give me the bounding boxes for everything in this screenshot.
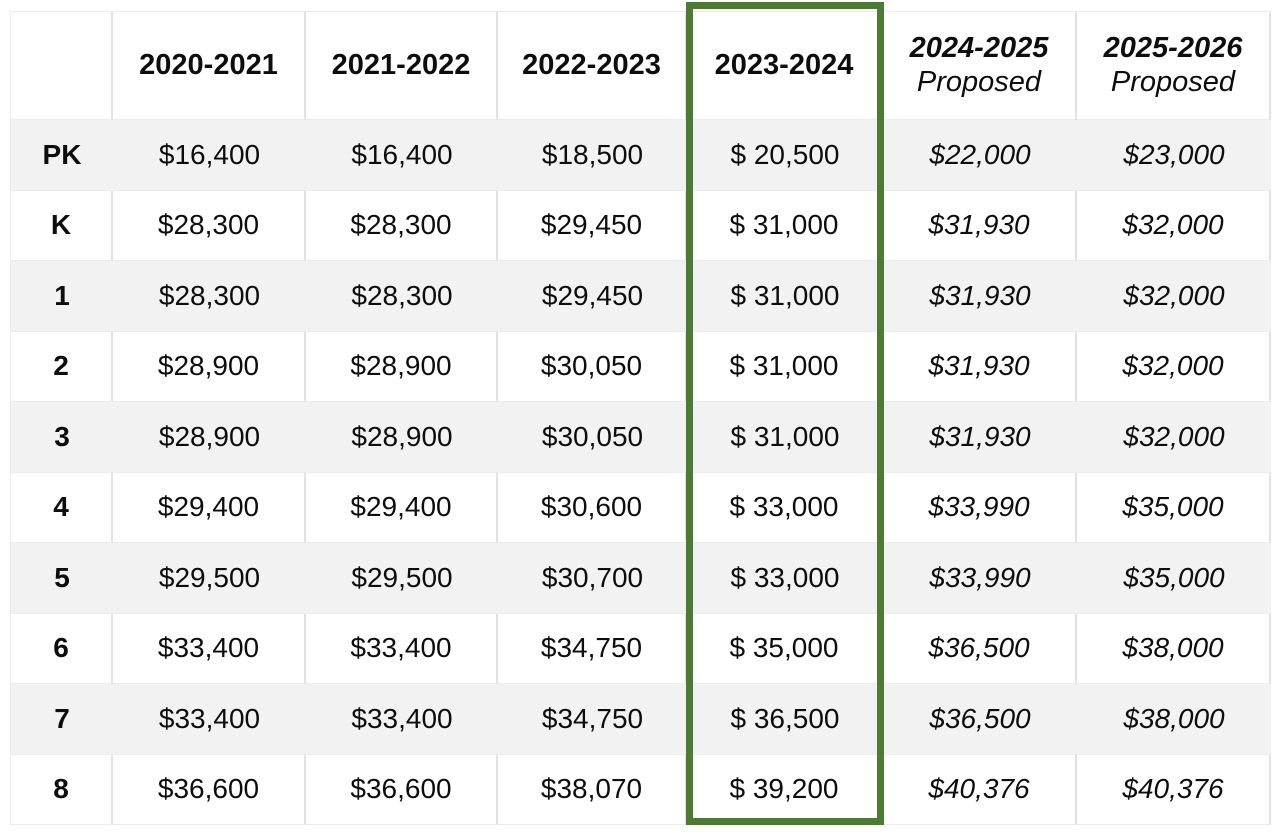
column-header-2025-2026: 2025-2026 Proposed (1077, 12, 1271, 120)
table-body: PK $16,400 $16,400 $18,500 $ 20,500 $22,000 $2… (11, 120, 1271, 825)
table-row: 6 $33,400 $33,400 $34,750 $ 35,000 $36,500 $38… (11, 613, 1271, 684)
column-header-2021-2022: 2021-2022 (306, 12, 498, 120)
tuition-cell: $28,300 (306, 261, 498, 332)
table-row: PK $16,400 $16,400 $18,500 $ 20,500 $22,000 $2… (11, 120, 1271, 191)
tuition-cell: $28,300 (306, 190, 498, 261)
row-header-grade: K (11, 190, 113, 261)
tuition-cell: $29,450 (498, 261, 687, 332)
table-row: K $28,300 $28,300 $29,450 $ 31,000 $31,930 $32… (11, 190, 1271, 261)
tuition-cell: $ 36,500 (687, 684, 883, 755)
tuition-cell: $ 31,000 (687, 261, 883, 332)
tuition-cell: $30,600 (498, 472, 687, 543)
row-header-grade: 2 (11, 331, 113, 402)
corner-cell (11, 12, 113, 120)
tuition-table: 2020-2021 2021-2022 2022-2023 2023-2024 2024… (10, 11, 1271, 825)
column-header-label: 2022-2023 (522, 48, 661, 81)
tuition-cell: $29,450 (498, 190, 687, 261)
tuition-cell: $36,600 (113, 754, 306, 825)
tuition-cell: $36,500 (883, 613, 1077, 684)
column-header-2022-2023: 2022-2023 (498, 12, 687, 120)
tuition-cell: $30,050 (498, 402, 687, 473)
tuition-cell: $31,930 (883, 261, 1077, 332)
column-header-2024-2025: 2024-2025 Proposed (883, 12, 1077, 120)
table-row: 8 $36,600 $36,600 $38,070 $ 39,200 $40,376 $40… (11, 754, 1271, 825)
tuition-cell: $ 31,000 (687, 331, 883, 402)
column-header-label: 2024-2025 (909, 32, 1049, 65)
table-row: 1 $28,300 $28,300 $29,450 $ 31,000 $31,930 $32… (11, 261, 1271, 332)
tuition-cell: $40,376 (1077, 754, 1271, 825)
tuition-cell: $36,500 (883, 684, 1077, 755)
tuition-cell: $33,400 (113, 684, 306, 755)
tuition-cell: $36,600 (306, 754, 498, 825)
tuition-cell: $33,400 (306, 684, 498, 755)
tuition-cell: $ 20,500 (687, 120, 883, 191)
tuition-cell: $ 31,000 (687, 190, 883, 261)
tuition-cell: $ 31,000 (687, 402, 883, 473)
tuition-cell: $29,400 (306, 472, 498, 543)
tuition-cell: $38,070 (498, 754, 687, 825)
tuition-cell: $22,000 (883, 120, 1077, 191)
tuition-cell: $33,990 (883, 472, 1077, 543)
row-header-grade: 8 (11, 754, 113, 825)
tuition-cell: $34,750 (498, 684, 687, 755)
tuition-cell: $29,500 (306, 543, 498, 614)
column-header-2023-2024: 2023-2024 (687, 12, 883, 120)
tuition-cell: $ 35,000 (687, 613, 883, 684)
tuition-cell: $32,000 (1077, 402, 1271, 473)
table-row: 2 $28,900 $28,900 $30,050 $ 31,000 $31,930 $32… (11, 331, 1271, 402)
row-header-grade: 3 (11, 402, 113, 473)
tuition-cell: $34,750 (498, 613, 687, 684)
tuition-cell: $28,300 (113, 261, 306, 332)
tuition-cell: $40,376 (883, 754, 1077, 825)
tuition-cell: $28,900 (113, 331, 306, 402)
tuition-cell: $28,300 (113, 190, 306, 261)
tuition-cell: $38,000 (1077, 613, 1271, 684)
tuition-cell: $29,400 (113, 472, 306, 543)
tuition-cell: $16,400 (306, 120, 498, 191)
column-header-label: 2020-2021 (139, 48, 278, 81)
tuition-cell: $28,900 (306, 402, 498, 473)
tuition-cell: $35,000 (1077, 472, 1271, 543)
tuition-cell: $31,930 (883, 190, 1077, 261)
row-header-grade: PK (11, 120, 113, 191)
tuition-cell: $23,000 (1077, 120, 1271, 191)
table-row: 4 $29,400 $29,400 $30,600 $ 33,000 $33,990 $35… (11, 472, 1271, 543)
column-header-2020-2021: 2020-2021 (113, 12, 306, 120)
tuition-cell: $32,000 (1077, 331, 1271, 402)
row-header-grade: 4 (11, 472, 113, 543)
tuition-cell: $30,050 (498, 331, 687, 402)
column-header-sublabel: Proposed (1110, 65, 1236, 98)
tuition-cell: $31,930 (883, 331, 1077, 402)
tuition-cell: $18,500 (498, 120, 687, 191)
tuition-cell: $29,500 (113, 543, 306, 614)
tuition-cell: $33,990 (883, 543, 1077, 614)
tuition-cell: $33,400 (113, 613, 306, 684)
tuition-cell: $38,000 (1077, 684, 1271, 755)
table-row: 7 $33,400 $33,400 $34,750 $ 36,500 $36,500 $38… (11, 684, 1271, 755)
tuition-cell: $30,700 (498, 543, 687, 614)
tuition-cell: $16,400 (113, 120, 306, 191)
column-header-sublabel: Proposed (916, 65, 1042, 98)
tuition-cell: $28,900 (306, 331, 498, 402)
tuition-cell: $ 33,000 (687, 543, 883, 614)
table-row: 3 $28,900 $28,900 $30,050 $ 31,000 $31,930 $32… (11, 402, 1271, 473)
table-row: 5 $29,500 $29,500 $30,700 $ 33,000 $33,990 $35… (11, 543, 1271, 614)
tuition-cell: $ 39,200 (687, 754, 883, 825)
column-header-label: 2023-2024 (714, 48, 854, 81)
tuition-cell: $ 33,000 (687, 472, 883, 543)
tuition-cell: $35,000 (1077, 543, 1271, 614)
column-header-label: 2021-2022 (331, 48, 471, 81)
header-row: 2020-2021 2021-2022 2022-2023 2023-2024 2024… (11, 12, 1271, 120)
tuition-cell: $28,900 (113, 402, 306, 473)
tuition-cell: $33,400 (306, 613, 498, 684)
tuition-cell: $32,000 (1077, 261, 1271, 332)
row-header-grade: 5 (11, 543, 113, 614)
column-header-label: 2025-2026 (1103, 32, 1243, 65)
tuition-cell: $32,000 (1077, 190, 1271, 261)
row-header-grade: 6 (11, 613, 113, 684)
row-header-grade: 1 (11, 261, 113, 332)
tuition-cell: $31,930 (883, 402, 1077, 473)
row-header-grade: 7 (11, 684, 113, 755)
